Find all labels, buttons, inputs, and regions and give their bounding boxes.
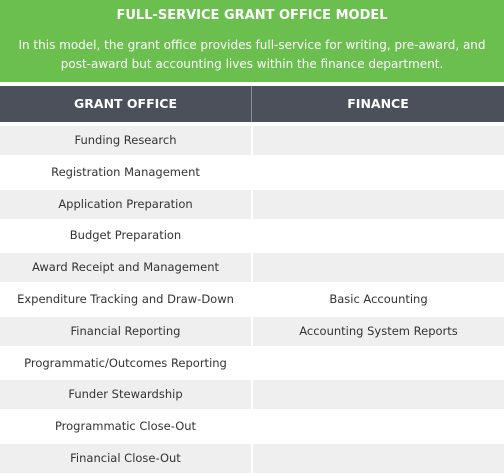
- table-cell: [253, 412, 504, 442]
- table-cell: [253, 253, 504, 283]
- table-cell: [253, 189, 504, 219]
- table-cell: [253, 126, 504, 155]
- table-cell: [253, 157, 504, 187]
- table-cell: Expenditure Tracking and Draw-Down: [0, 285, 251, 314]
- table-cell: Application Preparation: [0, 189, 251, 219]
- table-cell: Programmatic/Outcomes Reporting: [0, 348, 251, 378]
- table-cell: Accounting System Reports: [253, 316, 504, 346]
- table-cell: Budget Preparation: [0, 221, 251, 251]
- banner: FULL-SERVICE GRANT OFFICE MODEL In this …: [0, 0, 504, 82]
- table-cell: [253, 380, 504, 410]
- table-cell: Award Receipt and Management: [0, 253, 251, 283]
- column-header: FINANCE: [347, 96, 409, 111]
- table-cell: Funding Research: [0, 126, 251, 155]
- table-cell: Funder Stewardship: [0, 380, 251, 410]
- subtitle: In this model, the grant office provides…: [18, 38, 486, 71]
- table-cell: Programmatic Close-Out: [0, 412, 251, 442]
- table-cell: [253, 221, 504, 251]
- table-cell: Financial Close-Out: [0, 444, 251, 473]
- title: FULL-SERVICE GRANT OFFICE MODEL: [116, 8, 388, 23]
- table-header: GRANT OFFICE FINANCE: [0, 86, 504, 122]
- table-cell: Registration Management: [0, 157, 251, 187]
- table-cell: [253, 348, 504, 378]
- table-cell: Financial Reporting: [0, 316, 251, 346]
- column-header: GRANT OFFICE: [0, 86, 252, 122]
- table-cell: [253, 444, 504, 473]
- table-cell: Basic Accounting: [253, 285, 504, 314]
